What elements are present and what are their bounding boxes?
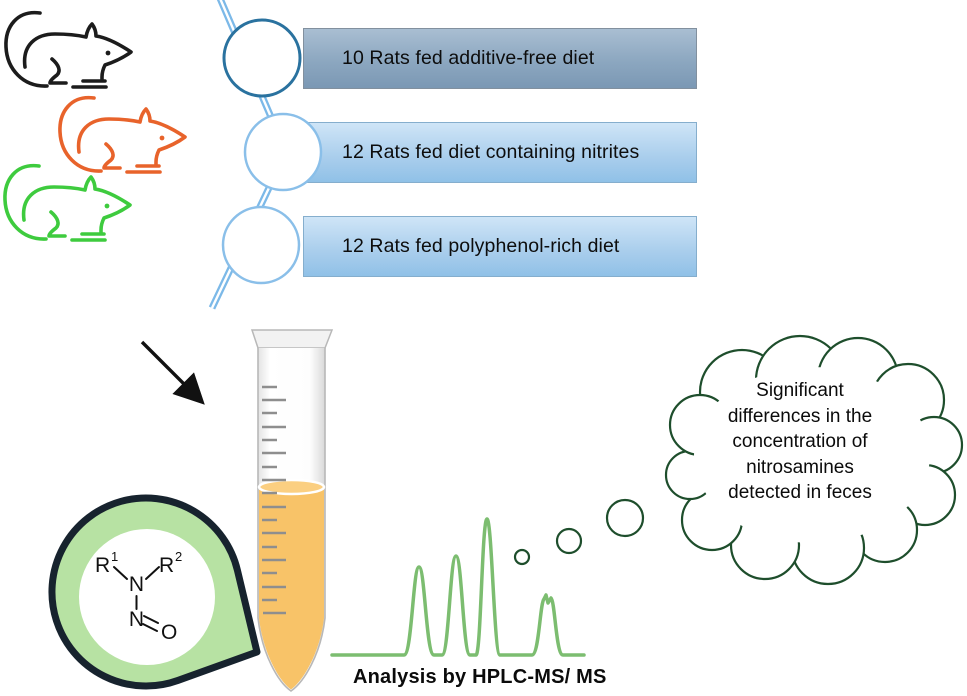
nitrosamine-bonds: [113, 566, 160, 632]
amine-n-label: N: [129, 573, 144, 596]
tube-liquid: [259, 487, 324, 690]
banner-nitrite-label: 12 Rats fed diet containing nitrites: [342, 141, 640, 163]
nitroso-n-label: N: [129, 608, 144, 631]
arrow-icon: [140, 340, 205, 405]
magnifier-lens: [79, 529, 215, 665]
cloud-text-line-1: Significant: [756, 380, 844, 401]
arrow-to-tube: [140, 340, 205, 405]
thought-cloud: [664, 334, 964, 586]
r1-label: R: [95, 554, 110, 577]
r1-superscript: 1: [111, 549, 118, 564]
banner-nitrite-diet: 12 Rats fed diet containing nitrites: [303, 122, 697, 183]
green-rat-icon: [5, 166, 130, 240]
step-circle-1: [222, 18, 302, 98]
cloud-text: Significant differences in the concentra…: [700, 378, 900, 506]
step-circle-2: [243, 112, 323, 192]
bubble-group: [513, 498, 645, 566]
tube-graduations: [262, 385, 286, 615]
banner-additive-free-label: 10 Rats fed additive-free diet: [342, 47, 595, 69]
orange-rat-icon: [60, 98, 185, 172]
banner-polyphenol-diet: 12 Rats fed polyphenol-rich diet: [303, 216, 697, 277]
flow-ribbon-and-circles: [208, 0, 323, 310]
banner-polyphenol-label: 12 Rats fed polyphenol-rich diet: [342, 235, 620, 257]
analysis-caption: Analysis by HPLC-MS/ MS: [353, 666, 607, 688]
chromatogram-trace: [330, 517, 586, 657]
cloud-text-line-3: concentration of: [732, 431, 868, 452]
cloud-text-line-4: nitrosamines: [746, 456, 854, 478]
oxygen-label: O: [161, 621, 177, 644]
rat-icons: [0, 0, 200, 260]
liquid-surface: [257, 478, 326, 496]
tube-rim: [250, 329, 334, 349]
cloud-text-line-2: differences in the: [727, 405, 873, 427]
centrifuge-tube: [250, 329, 334, 692]
nitrosamine-labels: R 1 R 2 N N O: [95, 549, 182, 644]
black-rat-icon: [6, 13, 131, 87]
r2-label: R: [159, 554, 174, 577]
banner-additive-free-diet: 10 Rats fed additive-free diet: [303, 28, 697, 89]
chromatogram: [330, 517, 586, 657]
step-circle-3: [221, 205, 301, 285]
thought-bubbles: [513, 498, 645, 566]
r2-superscript: 2: [175, 549, 182, 564]
cloud-inner-fill: [694, 367, 930, 543]
cloud-text-line-5: detected in feces: [728, 482, 872, 503]
nitrosamine-magnifier: R 1 R 2 N N O: [48, 494, 261, 690]
